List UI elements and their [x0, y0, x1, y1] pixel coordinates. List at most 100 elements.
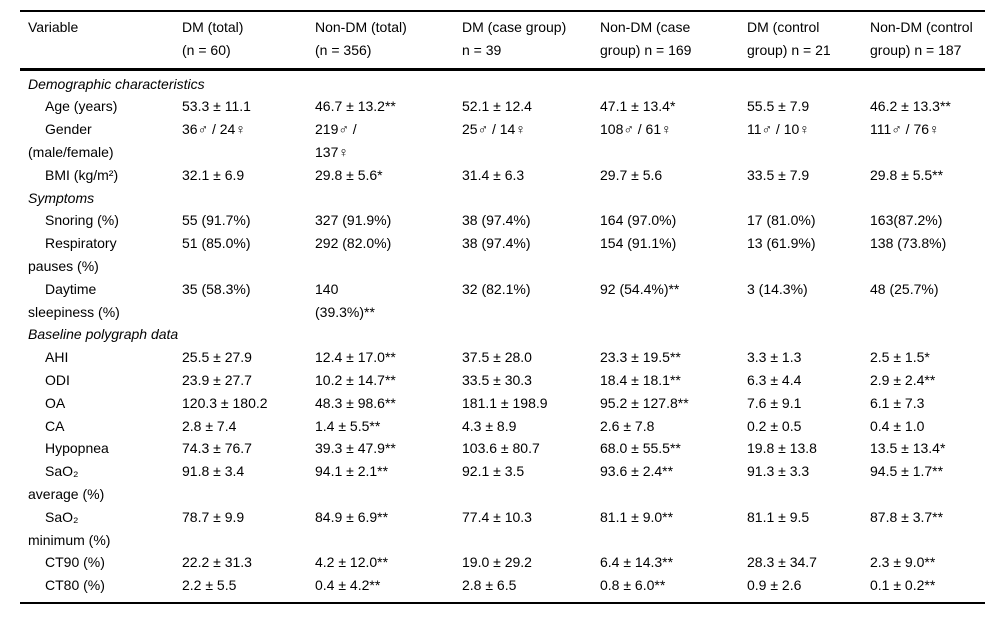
- value-cell: 74.3 ± 76.7: [182, 440, 252, 457]
- value-cell: 0.9 ± 2.6: [747, 577, 802, 594]
- value-cell: 2.8 ± 7.4: [182, 417, 237, 434]
- value-cell: 23.9 ± 27.7: [182, 371, 252, 388]
- value-cell: 3 (14.3%): [747, 280, 808, 297]
- row-label: Age (years): [45, 98, 118, 115]
- patient-characteristics-table-wrap: Variable DM (total) (n = 60) Non-DM (tot…: [20, 10, 985, 604]
- value-cell: 84.9 ± 6.9**: [315, 508, 389, 525]
- value-cell: 138 (73.8%): [870, 235, 947, 252]
- value-cell: 0.4 ± 1.0: [870, 417, 925, 434]
- value-cell: 38 (97.4%): [462, 235, 531, 252]
- table-row: Hypopnea 74.3 ± 76.7 39.3 ± 47.9** 103.6 ± …: [20, 437, 985, 460]
- value-cell: 55.5 ± 7.9: [747, 98, 810, 115]
- value-cell: 46.7 ± 13.2**: [315, 98, 396, 115]
- row-label: SaO₂ average (%): [28, 463, 105, 502]
- value-cell: 55 (91.7%): [182, 212, 251, 229]
- value-cell: 29.8 ± 5.6*: [315, 166, 383, 183]
- value-cell: 36♂ / 24♀: [182, 121, 246, 138]
- value-cell: 92.1 ± 3.5: [462, 463, 525, 480]
- value-cell: 108♂ / 61♀: [600, 121, 672, 138]
- value-cell: 10.2 ± 14.7**: [315, 371, 396, 388]
- header-row: Variable DM (total) (n = 60) Non-DM (tot…: [20, 11, 985, 71]
- value-cell: 13.5 ± 13.4*: [870, 440, 946, 457]
- value-cell: 81.1 ± 9.5: [747, 508, 810, 525]
- value-cell: 92 (54.4%)**: [600, 280, 680, 297]
- value-cell: 91.3 ± 3.3: [747, 463, 810, 480]
- value-cell: 29.8 ± 5.5**: [870, 166, 944, 183]
- section-header: Baseline polygraph data: [28, 326, 179, 343]
- table-row: Age (years) 53.3 ± 11.1 46.7 ± 13.2** 52.1 …: [20, 95, 985, 118]
- value-cell: 35 (58.3%): [182, 280, 251, 297]
- value-cell: 78.7 ± 9.9: [182, 508, 245, 525]
- table-row: CA 2.8 ± 7.4 1.4 ± 5.5** 4.3 ± 8.9 2.6 ± 7.8…: [20, 415, 985, 438]
- value-cell: 2.6 ± 7.8: [600, 417, 655, 434]
- value-cell: 31.4 ± 6.3: [462, 166, 525, 183]
- value-cell: 103.6 ± 80.7: [462, 440, 540, 457]
- value-cell: 94.5 ± 1.7**: [870, 463, 944, 480]
- table-body: Demographic characteristics Age (years) 53…: [20, 69, 985, 603]
- value-cell: 2.2 ± 5.5: [182, 577, 237, 594]
- value-cell: 120.3 ± 180.2: [182, 394, 268, 411]
- column-header-nondm-control: Non-DM (control group) n = 187: [870, 11, 985, 71]
- value-cell: 38 (97.4%): [462, 212, 531, 229]
- row-label: Hypopnea: [45, 440, 109, 457]
- value-cell: 6.4 ± 14.3**: [600, 554, 674, 571]
- value-cell: 154 (91.1%): [600, 235, 677, 252]
- value-cell: 25♂ / 14♀: [462, 121, 526, 138]
- value-cell: 0.4 ± 4.2**: [315, 577, 381, 594]
- value-cell: 219♂ / 137♀: [315, 121, 357, 160]
- value-cell: 3.3 ± 1.3: [747, 349, 802, 366]
- value-cell: 23.3 ± 19.5**: [600, 349, 681, 366]
- value-cell: 2.5 ± 1.5*: [870, 349, 930, 366]
- table-row: CT80 (%) 2.2 ± 5.5 0.4 ± 4.2** 2.8 ± 6.5 0.8…: [20, 574, 985, 603]
- value-cell: 6.3 ± 4.4: [747, 371, 802, 388]
- value-cell: 327 (91.9%): [315, 212, 392, 229]
- table-row: Daytime sleepiness (%) 35 (58.3%) 140 (39.…: [20, 278, 985, 324]
- column-header-variable: Variable: [20, 11, 182, 71]
- value-cell: 181.1 ± 198.9: [462, 394, 548, 411]
- row-label: AHI: [45, 349, 69, 366]
- table-row: SaO₂ minimum (%) 78.7 ± 9.9 84.9 ± 6.9** 77…: [20, 506, 985, 552]
- value-cell: 77.4 ± 10.3: [462, 508, 532, 525]
- value-cell: 13 (61.9%): [747, 235, 816, 252]
- value-cell: 46.2 ± 13.3**: [870, 98, 951, 115]
- value-cell: 1.4 ± 5.5**: [315, 417, 381, 434]
- value-cell: 22.2 ± 31.3: [182, 554, 252, 571]
- value-cell: 0.2 ± 0.5: [747, 417, 802, 434]
- row-label: Daytime sleepiness (%): [28, 280, 120, 320]
- value-cell: 68.0 ± 55.5**: [600, 440, 681, 457]
- row-label: CA: [45, 417, 65, 434]
- table-row: OA 120.3 ± 180.2 48.3 ± 98.6** 181.1 ± 198.…: [20, 392, 985, 415]
- column-header-nondm-total: Non-DM (total) (n = 356): [315, 11, 462, 71]
- value-cell: 32.1 ± 6.9: [182, 166, 245, 183]
- table-row: AHI 25.5 ± 27.9 12.4 ± 17.0** 37.5 ± 28.0 23…: [20, 346, 985, 369]
- table-row: Gender (male/female) 36♂ / 24♀ 219♂ / 137♀…: [20, 118, 985, 164]
- value-cell: 48.3 ± 98.6**: [315, 394, 396, 411]
- value-cell: 51 (85.0%): [182, 235, 251, 252]
- value-cell: 87.8 ± 3.7**: [870, 508, 944, 525]
- value-cell: 163(87.2%): [870, 212, 943, 229]
- value-cell: 164 (97.0%): [600, 212, 677, 229]
- value-cell: 2.8 ± 6.5: [462, 577, 517, 594]
- value-cell: 47.1 ± 13.4*: [600, 98, 676, 115]
- value-cell: 94.1 ± 2.1**: [315, 463, 389, 480]
- patient-characteristics-table: Variable DM (total) (n = 60) Non-DM (tot…: [20, 10, 985, 604]
- table-row: Snoring (%) 55 (91.7%) 327 (91.9%) 38 (97.4…: [20, 209, 985, 232]
- value-cell: 33.5 ± 30.3: [462, 371, 532, 388]
- value-cell: 81.1 ± 9.0**: [600, 508, 674, 525]
- value-cell: 0.1 ± 0.2**: [870, 577, 936, 594]
- table-row: ODI 23.9 ± 27.7 10.2 ± 14.7** 33.5 ± 30.3 18…: [20, 369, 985, 392]
- value-cell: 53.3 ± 11.1: [182, 98, 251, 115]
- row-label: CT80 (%): [45, 577, 105, 594]
- value-cell: 4.2 ± 12.0**: [315, 554, 389, 571]
- value-cell: 48 (25.7%): [870, 280, 939, 297]
- value-cell: 2.3 ± 9.0**: [870, 554, 936, 571]
- value-cell: 7.6 ± 9.1: [747, 394, 802, 411]
- value-cell: 140 (39.3%)**: [315, 280, 375, 320]
- column-header-dm-total: DM (total) (n = 60): [182, 11, 315, 71]
- value-cell: 37.5 ± 28.0: [462, 349, 532, 366]
- value-cell: 33.5 ± 7.9: [747, 166, 810, 183]
- value-cell: 95.2 ± 127.8**: [600, 394, 689, 411]
- column-header-dm-control: DM (control group) n = 21: [747, 11, 870, 71]
- value-cell: 12.4 ± 17.0**: [315, 349, 396, 366]
- table-row: SaO₂ average (%) 91.8 ± 3.4 94.1 ± 2.1** 92…: [20, 460, 985, 506]
